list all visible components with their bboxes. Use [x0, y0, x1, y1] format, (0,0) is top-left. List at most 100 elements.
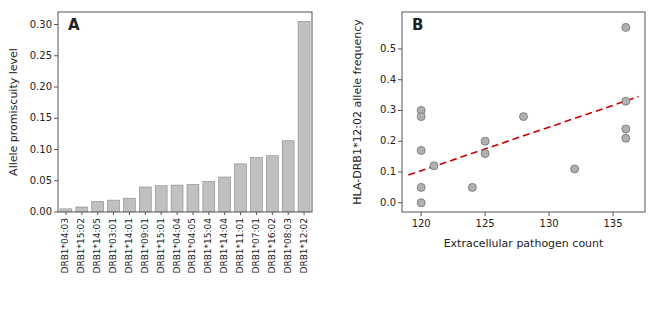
x-tick-label: DRB1*15:04: [203, 218, 213, 274]
y-tick-label: 0.3: [380, 104, 396, 115]
scatter-point: [417, 199, 425, 207]
y-tick: [54, 118, 58, 119]
y-tick-label: 0.2: [380, 135, 396, 146]
y-tick-label: 0.5: [380, 43, 396, 54]
chart-canvas: 0.00 0.05 0.10 0.15 0.20 0.25 0.30 Allele promi…: [0, 0, 657, 318]
y-tick: [54, 180, 58, 181]
x-tick-label: DRB1*15:02: [76, 218, 86, 274]
panel-label: A: [68, 16, 80, 34]
scatter-point: [622, 125, 630, 133]
x-tick: [224, 212, 225, 215]
x-tick-label: DRB1*14:04: [219, 218, 229, 274]
scatter-point: [481, 137, 489, 145]
x-tick-label: DRB1*15:01: [156, 218, 166, 274]
x-tick: [192, 212, 193, 215]
y-tick: [398, 141, 402, 142]
bar: [203, 181, 215, 212]
x-tick-label: DRB1*04:05: [187, 218, 197, 274]
bar: [139, 187, 151, 212]
scatter-point: [468, 183, 476, 191]
x-tick: [129, 212, 130, 215]
x-tick-label: 130: [540, 218, 559, 229]
bar: [266, 156, 278, 212]
x-tick: [613, 212, 614, 216]
x-tick-label: 125: [476, 218, 495, 229]
regression-line: [408, 97, 638, 175]
scatter-point: [417, 183, 425, 191]
y-tick: [54, 87, 58, 88]
plot-frame: [58, 12, 312, 212]
x-tick: [145, 212, 146, 215]
bar: [282, 141, 294, 212]
x-tick-label: DRB1*07:01: [251, 218, 261, 274]
y-tick-label: 0.25: [30, 50, 52, 61]
bar: [76, 207, 88, 212]
marks: [408, 23, 638, 206]
y-axis-label: HLA-DRB1*12:02 allele frequency: [351, 19, 364, 205]
y-tick: [398, 110, 402, 111]
y-tick: [54, 212, 58, 213]
y-tick-label: 0.30: [30, 19, 52, 30]
x-tick: [240, 212, 241, 215]
x-tick: [113, 212, 114, 215]
x-tick: [549, 212, 550, 216]
x-tick-label: DRB1*12:02: [299, 218, 309, 274]
x-tick-label: DRB1*04:03: [60, 218, 70, 274]
y-axis-label: Allele promiscuity level: [7, 48, 20, 176]
y-tick-label: 0.00: [30, 206, 52, 217]
x-tick: [272, 212, 273, 215]
y-tick: [54, 149, 58, 150]
bar: [187, 185, 199, 213]
scatter-point: [417, 113, 425, 121]
bar: [171, 185, 183, 212]
x-tick: [161, 212, 162, 215]
y-tick: [398, 172, 402, 173]
y-tick: [398, 48, 402, 49]
x-tick-label: DRB1*04:04: [172, 218, 182, 274]
y-tick-label: 0.10: [30, 144, 52, 155]
x-tick: [288, 212, 289, 215]
y-tick-label: 0.15: [30, 112, 52, 123]
x-tick: [421, 212, 422, 216]
y-tick-label: 0.4: [380, 74, 396, 85]
y-tick: [398, 79, 402, 80]
y-tick-label: 0.1: [380, 166, 396, 177]
bar: [298, 21, 310, 212]
x-tick: [177, 212, 178, 215]
bar: [235, 164, 247, 212]
x-tick-label: DRB1*09:01: [140, 218, 150, 274]
bar: [219, 177, 231, 212]
y-tick: [398, 202, 402, 203]
scatter-point: [430, 162, 438, 170]
bar: [123, 198, 135, 212]
scatter-point: [571, 165, 579, 173]
x-tick-label: DRB1*08:03: [283, 218, 293, 274]
x-tick: [65, 212, 66, 215]
x-tick: [304, 212, 305, 215]
x-tick-label: DRB1*16:02: [267, 218, 277, 274]
x-tick-label: DRB1*14:05: [92, 218, 102, 274]
scatter-point: [520, 113, 528, 121]
scatter-point: [622, 134, 630, 142]
bar: [92, 201, 104, 212]
x-tick: [256, 212, 257, 215]
x-tick: [208, 212, 209, 215]
plot-frame: [402, 12, 645, 212]
x-tick-label: DRB1*03:01: [108, 218, 118, 274]
bar-panel: 0.00 0.05 0.10 0.15 0.20 0.25 0.30 Allele promi…: [7, 12, 312, 274]
x-tick-label: 120: [412, 218, 431, 229]
bar: [250, 158, 262, 212]
scatter-point: [417, 146, 425, 154]
x-tick-label: DRB1*11:01: [235, 218, 245, 274]
y-tick-label: 0.20: [30, 81, 52, 92]
y-tick: [54, 55, 58, 56]
x-axis-label: Extracellular pathogen count: [444, 237, 604, 250]
scatter-panel: 0.00.10.20.30.40.5HLA-DRB1*12:02 allele …: [351, 12, 645, 250]
y-tick: [54, 24, 58, 25]
x-tick-label: 135: [603, 218, 622, 229]
y-tick-label: 0.05: [30, 175, 52, 186]
x-tick: [81, 212, 82, 215]
x-tick: [97, 212, 98, 215]
x-tick-label: DRB1*14:01: [124, 218, 134, 274]
x-tick: [485, 212, 486, 216]
